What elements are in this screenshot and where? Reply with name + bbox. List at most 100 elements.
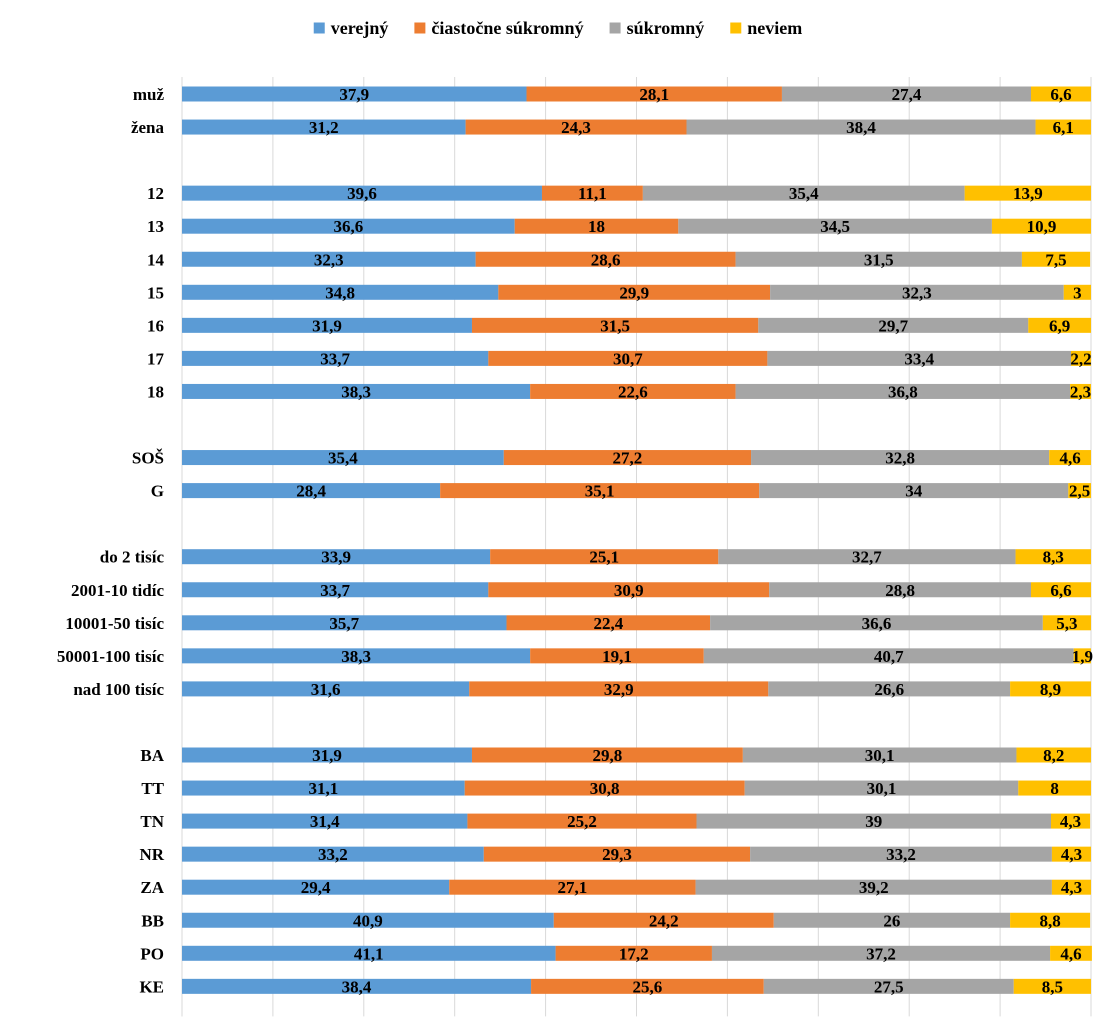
data-label-neviem-sos: 4,6 [1059, 449, 1080, 468]
bar-neviem-za [1051, 879, 1091, 895]
category-label-nad-100-tisic: nad 100 tisíc [73, 680, 164, 699]
bar-verejny-18 [182, 383, 531, 399]
bar-ciastocne-sukromny-sos [503, 450, 752, 466]
legend-label-sukromny: súkromný [627, 18, 705, 38]
data-label-neviem-zena: 6,1 [1053, 118, 1074, 137]
data-label-neviem-18: 2,3 [1070, 382, 1091, 401]
data-label-verejny-bb: 40,9 [353, 911, 383, 930]
data-label-sukromny-17: 33,4 [904, 349, 934, 368]
bar-verejny-12 [182, 185, 542, 201]
data-label-neviem-po: 4,6 [1060, 944, 1081, 963]
data-label-sukromny-50001-100-tisic: 40,7 [874, 647, 904, 666]
data-label-ciastocne-sukromny-50001-100-tisic: 19,1 [602, 647, 632, 666]
bar-verejny-10001-50-tisic [182, 615, 507, 631]
data-label-neviem-g: 2,5 [1069, 482, 1090, 501]
bar-neviem-10001-50-tisic [1042, 615, 1091, 631]
data-label-verejny-ba: 31,9 [312, 746, 342, 765]
data-label-ciastocne-sukromny-ba: 29,8 [593, 746, 623, 765]
data-label-verejny-za: 29,4 [301, 878, 331, 897]
bar-neviem-nad-100-tisic [1010, 681, 1091, 697]
legend-swatch-sukromny [609, 22, 621, 34]
data-label-sukromny-16: 29,7 [878, 316, 908, 335]
data-label-ciastocne-sukromny-18: 22,6 [618, 382, 648, 401]
bar-verejny-ke [182, 978, 532, 994]
data-label-neviem-za: 4,3 [1061, 878, 1082, 897]
bar-sukromny-12 [642, 185, 965, 201]
category-label-g: G [151, 482, 164, 501]
data-label-sukromny-ke: 27,5 [874, 977, 904, 996]
category-label-15: 15 [147, 283, 164, 302]
bar-sukromny-16 [758, 317, 1029, 333]
data-label-ciastocne-sukromny-tt: 30,8 [590, 779, 620, 798]
bar-neviem-zena [1035, 119, 1091, 135]
legend-swatch-neviem [730, 22, 742, 34]
bar-sukromny-do-2-tisic [718, 549, 1016, 565]
bar-sukromny-10001-50-tisic [710, 615, 1043, 631]
data-label-neviem-ba: 8,2 [1043, 746, 1064, 765]
data-label-verejny-10001-50-tisic: 35,7 [329, 614, 359, 633]
bar-verejny-17 [182, 350, 489, 366]
bar-neviem-do-2-tisic [1015, 549, 1091, 565]
data-label-ciastocne-sukromny-nad-100-tisic: 32,9 [604, 680, 634, 699]
bar-neviem-2001-10-tidic [1031, 582, 1091, 598]
bar-sukromny-tn [696, 813, 1052, 829]
data-label-verejny-12: 39,6 [347, 184, 377, 203]
gridlines [181, 77, 1092, 1017]
legend-label-neviem: neviem [747, 18, 802, 38]
data-label-ciastocne-sukromny-muz: 28,1 [639, 85, 669, 104]
bar-ciastocne-sukromny-nad-100-tisic [469, 681, 769, 697]
data-label-ciastocne-sukromny-za: 27,1 [558, 878, 588, 897]
bar-sukromny-po [711, 945, 1051, 961]
bar-neviem-13 [991, 218, 1091, 234]
data-label-verejny-po: 41,1 [354, 944, 384, 963]
bar-sukromny-nr [750, 846, 1052, 862]
data-label-ciastocne-sukromny-10001-50-tisic: 22,4 [593, 614, 623, 633]
bar-neviem-15 [1063, 284, 1091, 300]
bar-sukromny-2001-10-tidic [769, 582, 1032, 598]
data-label-neviem-ke: 8,5 [1042, 977, 1063, 996]
legend-swatch-ciastocne-sukromny [414, 22, 426, 34]
data-label-ciastocne-sukromny-zena: 24,3 [561, 118, 591, 137]
data-label-sukromny-g: 34 [905, 482, 923, 501]
data-label-neviem-2001-10-tidic: 6,6 [1050, 581, 1071, 600]
data-label-verejny-14: 32,3 [314, 250, 344, 269]
bar-ciastocne-sukromny-18 [530, 383, 736, 399]
data-label-verejny-15: 34,8 [325, 283, 355, 302]
bar-verejny-tn [182, 813, 468, 829]
data-label-ciastocne-sukromny-12: 11,1 [578, 184, 607, 203]
data-label-verejny-nad-100-tisic: 31,6 [311, 680, 341, 699]
data-label-sukromny-do-2-tisic: 32,7 [852, 548, 882, 567]
bar-verejny-50001-100-tisic [182, 648, 531, 664]
bar-ciastocne-sukromny-14 [475, 251, 736, 267]
data-label-sukromny-10001-50-tisic: 36,6 [862, 614, 892, 633]
bar-ciastocne-sukromny-nr [483, 846, 751, 862]
bar-ciastocne-sukromny-2001-10-tidic [488, 582, 770, 598]
data-label-ciastocne-sukromny-do-2-tisic: 25,1 [589, 548, 619, 567]
data-label-sukromny-zena: 38,4 [846, 118, 876, 137]
data-label-verejny-ke: 38,4 [342, 977, 372, 996]
bar-neviem-sos [1049, 450, 1091, 466]
data-label-ciastocne-sukromny-bb: 24,2 [649, 911, 679, 930]
data-label-verejny-nr: 33,2 [318, 845, 348, 864]
data-label-verejny-do-2-tisic: 33,9 [321, 548, 351, 567]
category-label-za: ZA [140, 878, 164, 897]
data-label-sukromny-nad-100-tisic: 26,6 [874, 680, 904, 699]
bar-verejny-nad-100-tisic [182, 681, 470, 697]
category-labels: muž žena 12 13 14 15 16 17 18 SOŠ Gdo 2 tisíc 2001-… [57, 85, 165, 996]
data-label-ciastocne-sukromny-tn: 25,2 [567, 812, 597, 831]
data-label-verejny-sos: 35,4 [328, 449, 358, 468]
bar-verejny-bb [182, 912, 554, 928]
data-label-ciastocne-sukromny-15: 29,9 [619, 283, 649, 302]
bar-neviem-tn [1051, 813, 1091, 829]
bar-ciastocne-sukromny-50001-100-tisic [530, 648, 704, 664]
data-label-verejny-zena: 31,2 [309, 118, 339, 137]
category-label-sos: SOŠ [132, 449, 164, 468]
data-label-sukromny-muz: 27,4 [892, 85, 922, 104]
category-label-16: 16 [147, 316, 164, 335]
category-label-12: 12 [147, 184, 164, 203]
bar-ciastocne-sukromny-tn [467, 813, 697, 829]
bar-verejny-po [182, 945, 556, 961]
data-label-verejny-13: 36,6 [333, 217, 363, 236]
data-label-sukromny-bb: 26 [883, 911, 900, 930]
data-label-sukromny-nr: 33,2 [886, 845, 916, 864]
